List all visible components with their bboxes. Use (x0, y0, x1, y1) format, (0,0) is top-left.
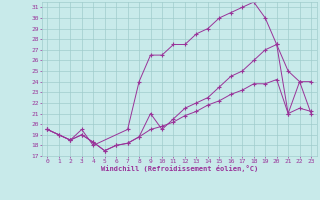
X-axis label: Windchill (Refroidissement éolien,°C): Windchill (Refroidissement éolien,°C) (100, 165, 258, 172)
